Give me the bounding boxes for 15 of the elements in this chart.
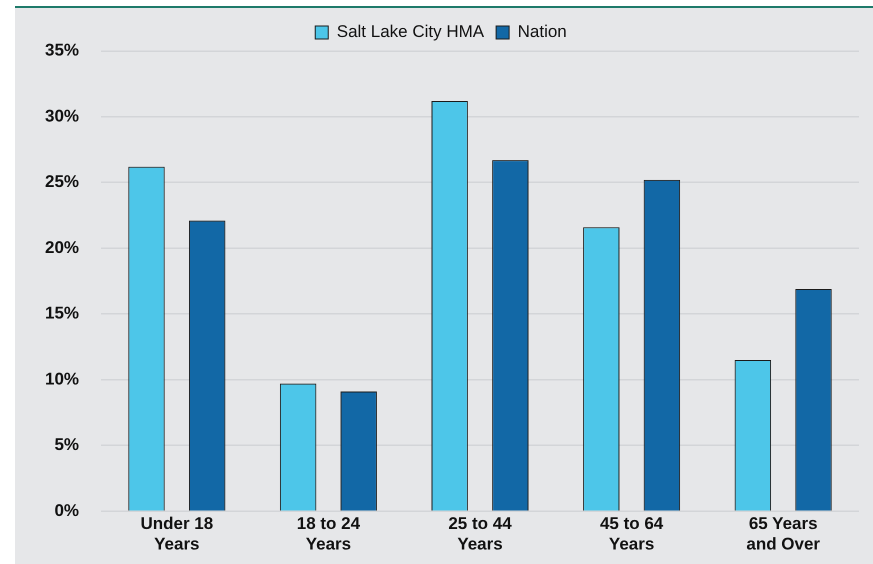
y-tick-label: 20% [44, 238, 80, 257]
y-tick-label: 25% [44, 172, 80, 192]
y-tick-label: 5% [54, 435, 80, 454]
y-tick-label: 30% [44, 106, 80, 126]
x-tick-label: 45 to 64 Years [600, 514, 664, 554]
x-tick-label: 65 Years and Over [746, 514, 820, 554]
y-tick-label: 15% [44, 304, 80, 323]
x-tick-label: 18 to 24 Years [296, 514, 361, 554]
legend-label: Nation [518, 22, 567, 42]
y-tick-label: 10% [44, 369, 80, 388]
legend-label: Salt Lake City HMA [336, 22, 485, 42]
x-tick-label: Under 18 Years [140, 514, 214, 554]
y-tick-label: 0% [54, 500, 80, 520]
y-tick-label: 35% [44, 40, 80, 60]
x-tick-label: 25 to 44 Years [448, 514, 512, 554]
